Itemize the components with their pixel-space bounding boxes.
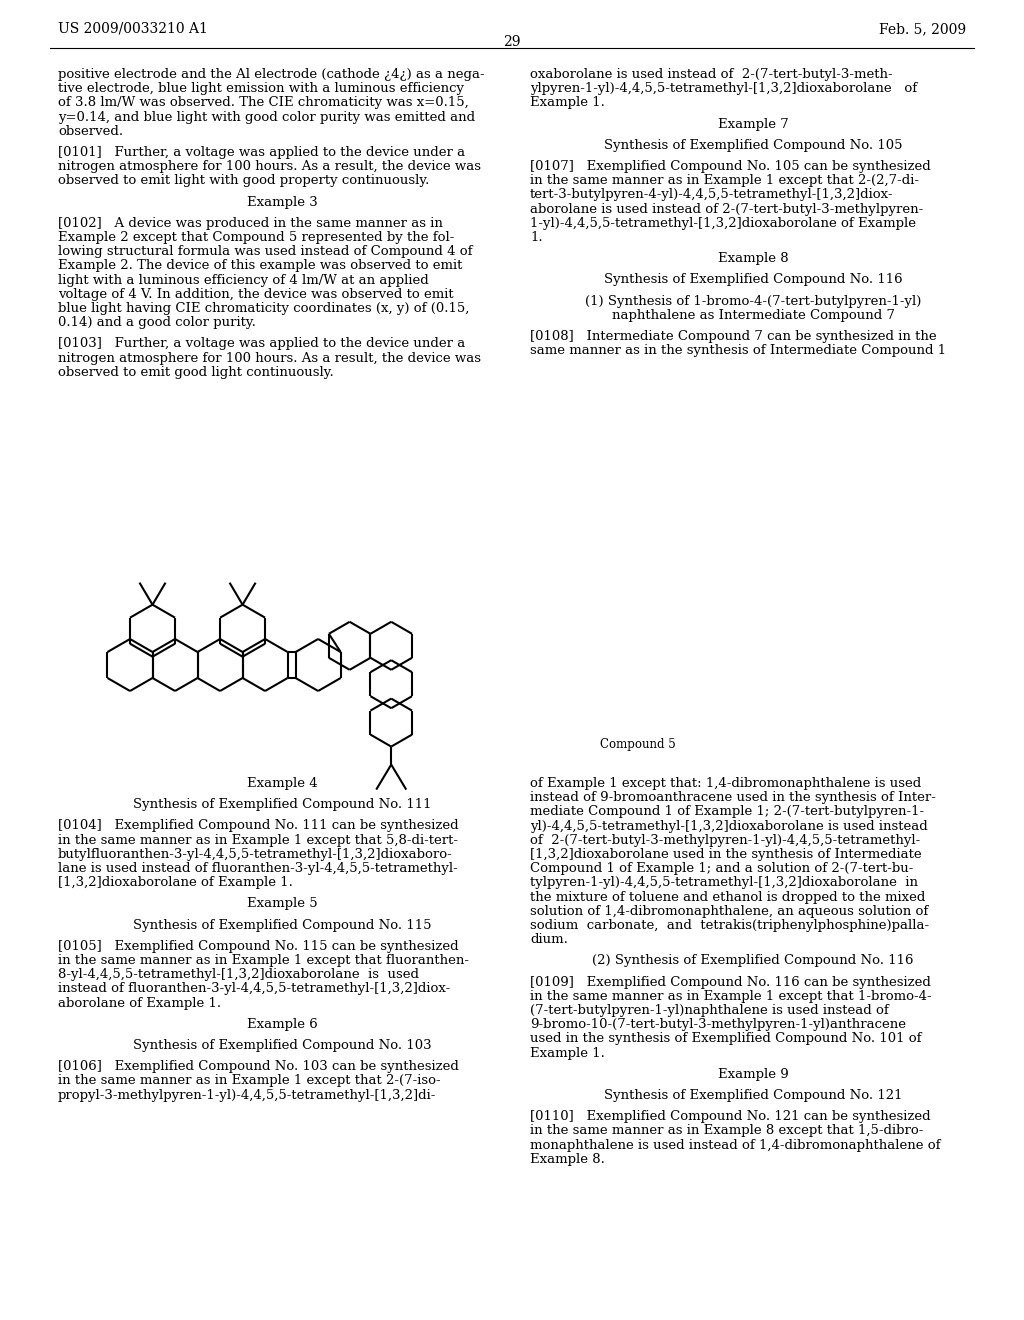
Text: in the same manner as in Example 1 except that fluoranthen-: in the same manner as in Example 1 excep… bbox=[58, 954, 469, 968]
Text: 8-yl-4,4,5,5-tetramethyl-[1,3,2]dioxaborolane  is  used: 8-yl-4,4,5,5-tetramethyl-[1,3,2]dioxabor… bbox=[58, 968, 419, 981]
Text: in the same manner as in Example 1 except that 1-bromo-4-: in the same manner as in Example 1 excep… bbox=[530, 990, 932, 1003]
Text: Example 1.: Example 1. bbox=[530, 96, 605, 110]
Text: [1,3,2]dioxaborolane of Example 1.: [1,3,2]dioxaborolane of Example 1. bbox=[58, 876, 293, 890]
Text: 1-yl)-4,4,5,5-tetramethyl-[1,3,2]dioxaborolane of Example: 1-yl)-4,4,5,5-tetramethyl-[1,3,2]dioxabo… bbox=[530, 216, 916, 230]
Text: y=0.14, and blue light with good color purity was emitted and: y=0.14, and blue light with good color p… bbox=[58, 111, 475, 124]
Text: tylpyren-1-yl)-4,4,5,5-tetramethyl-[1,3,2]dioxaborolane  in: tylpyren-1-yl)-4,4,5,5-tetramethyl-[1,3,… bbox=[530, 876, 918, 890]
Text: solution of 1,4-dibromonaphthalene, an aqueous solution of: solution of 1,4-dibromonaphthalene, an a… bbox=[530, 904, 928, 917]
Text: blue light having CIE chromaticity coordinates (x, y) of (0.15,: blue light having CIE chromaticity coord… bbox=[58, 302, 469, 315]
Text: [0104]   Exemplified Compound No. 111 can be synthesized: [0104] Exemplified Compound No. 111 can … bbox=[58, 820, 459, 833]
Text: propyl-3-methylpyren-1-yl)-4,4,5,5-tetramethyl-[1,3,2]di-: propyl-3-methylpyren-1-yl)-4,4,5,5-tetra… bbox=[58, 1089, 436, 1102]
Text: observed to emit good light continuously.: observed to emit good light continuously… bbox=[58, 366, 334, 379]
Text: mediate Compound 1 of Example 1; 2-(7-tert-butylpyren-1-: mediate Compound 1 of Example 1; 2-(7-te… bbox=[530, 805, 924, 818]
Text: yl)-4,4,5,5-tetramethyl-[1,3,2]dioxaborolane is used instead: yl)-4,4,5,5-tetramethyl-[1,3,2]dioxaboro… bbox=[530, 820, 928, 833]
Text: nitrogen atmosphere for 100 hours. As a result, the device was: nitrogen atmosphere for 100 hours. As a … bbox=[58, 160, 481, 173]
Text: positive electrode and the Al electrode (cathode ¿4¿) as a nega-: positive electrode and the Al electrode … bbox=[58, 69, 484, 81]
Text: same manner as in the synthesis of Intermediate Compound 1: same manner as in the synthesis of Inter… bbox=[530, 345, 946, 358]
Text: dium.: dium. bbox=[530, 933, 568, 946]
Text: monaphthalene is used instead of 1,4-dibromonaphthalene of: monaphthalene is used instead of 1,4-dib… bbox=[530, 1139, 940, 1151]
Text: [0106]   Exemplified Compound No. 103 can be synthesized: [0106] Exemplified Compound No. 103 can … bbox=[58, 1060, 459, 1073]
Text: naphthalene as Intermediate Compound 7: naphthalene as Intermediate Compound 7 bbox=[611, 309, 895, 322]
Text: [0109]   Exemplified Compound No. 116 can be synthesized: [0109] Exemplified Compound No. 116 can … bbox=[530, 975, 931, 989]
Text: used in the synthesis of Exemplified Compound No. 101 of: used in the synthesis of Exemplified Com… bbox=[530, 1032, 922, 1045]
Text: [0102]   A device was produced in the same manner as in: [0102] A device was produced in the same… bbox=[58, 216, 442, 230]
Text: (1) Synthesis of 1-bromo-4-(7-tert-butylpyren-1-yl): (1) Synthesis of 1-bromo-4-(7-tert-butyl… bbox=[585, 294, 922, 308]
Text: Compound 1 of Example 1; and a solution of 2-(7-tert-bu-: Compound 1 of Example 1; and a solution … bbox=[530, 862, 913, 875]
Text: US 2009/0033210 A1: US 2009/0033210 A1 bbox=[58, 22, 208, 36]
Text: instead of 9-bromoanthracene used in the synthesis of Inter-: instead of 9-bromoanthracene used in the… bbox=[530, 791, 936, 804]
Text: butylfluoranthen-3-yl-4,4,5,5-tetramethyl-[1,3,2]dioxaboro-: butylfluoranthen-3-yl-4,4,5,5-tetramethy… bbox=[58, 847, 453, 861]
Text: tive electrode, blue light emission with a luminous efficiency: tive electrode, blue light emission with… bbox=[58, 82, 464, 95]
Text: sodium  carbonate,  and  tetrakis(triphenylphosphine)palla-: sodium carbonate, and tetrakis(triphenyl… bbox=[530, 919, 929, 932]
Text: aborolane is used instead of 2-(7-tert-butyl-3-methylpyren-: aborolane is used instead of 2-(7-tert-b… bbox=[530, 202, 924, 215]
Text: observed to emit light with good property continuously.: observed to emit light with good propert… bbox=[58, 174, 429, 187]
Text: 29: 29 bbox=[503, 36, 521, 49]
Text: Feb. 5, 2009: Feb. 5, 2009 bbox=[879, 22, 966, 36]
Text: Compound 5: Compound 5 bbox=[600, 738, 676, 751]
Text: (2) Synthesis of Exemplified Compound No. 116: (2) Synthesis of Exemplified Compound No… bbox=[592, 954, 913, 968]
Text: Synthesis of Exemplified Compound No. 105: Synthesis of Exemplified Compound No. 10… bbox=[604, 139, 902, 152]
Text: [0101]   Further, a voltage was applied to the device under a: [0101] Further, a voltage was applied to… bbox=[58, 147, 465, 158]
Text: in the same manner as in Example 1 except that 5,8-di-tert-: in the same manner as in Example 1 excep… bbox=[58, 834, 458, 846]
Text: Synthesis of Exemplified Compound No. 111: Synthesis of Exemplified Compound No. 11… bbox=[133, 799, 431, 812]
Text: Example 8.: Example 8. bbox=[530, 1152, 605, 1166]
Text: [0108]   Intermediate Compound 7 can be synthesized in the: [0108] Intermediate Compound 7 can be sy… bbox=[530, 330, 937, 343]
Text: [0105]   Exemplified Compound No. 115 can be synthesized: [0105] Exemplified Compound No. 115 can … bbox=[58, 940, 459, 953]
Text: tert-3-butylpyren-4-yl)-4,4,5,5-tetramethyl-[1,3,2]diox-: tert-3-butylpyren-4-yl)-4,4,5,5-tetramet… bbox=[530, 189, 894, 202]
Text: Synthesis of Exemplified Compound No. 116: Synthesis of Exemplified Compound No. 11… bbox=[604, 273, 902, 286]
Text: (7-tert-butylpyren-1-yl)naphthalene is used instead of: (7-tert-butylpyren-1-yl)naphthalene is u… bbox=[530, 1005, 889, 1016]
Text: [0103]   Further, a voltage was applied to the device under a: [0103] Further, a voltage was applied to… bbox=[58, 338, 465, 350]
Text: Example 9: Example 9 bbox=[718, 1068, 788, 1081]
Text: 0.14) and a good color purity.: 0.14) and a good color purity. bbox=[58, 317, 256, 329]
Text: [0110]   Exemplified Compound No. 121 can be synthesized: [0110] Exemplified Compound No. 121 can … bbox=[530, 1110, 931, 1123]
Text: Example 7: Example 7 bbox=[718, 117, 788, 131]
Text: oxaborolane is used instead of  2-(7-tert-butyl-3-meth-: oxaborolane is used instead of 2-(7-tert… bbox=[530, 69, 893, 81]
Text: voltage of 4 V. In addition, the device was observed to emit: voltage of 4 V. In addition, the device … bbox=[58, 288, 454, 301]
Text: light with a luminous efficiency of 4 lm/W at an applied: light with a luminous efficiency of 4 lm… bbox=[58, 273, 429, 286]
Text: in the same manner as in Example 1 except that 2-(2,7-di-: in the same manner as in Example 1 excep… bbox=[530, 174, 919, 187]
Text: Example 4: Example 4 bbox=[247, 777, 317, 789]
Text: instead of fluoranthen-3-yl-4,4,5,5-tetramethyl-[1,3,2]diox-: instead of fluoranthen-3-yl-4,4,5,5-tetr… bbox=[58, 982, 451, 995]
Text: Example 6: Example 6 bbox=[247, 1018, 317, 1031]
Text: lowing structural formula was used instead of Compound 4 of: lowing structural formula was used inste… bbox=[58, 246, 472, 259]
Text: 9-bromo-10-(7-tert-butyl-3-methylpyren-1-yl)anthracene: 9-bromo-10-(7-tert-butyl-3-methylpyren-1… bbox=[530, 1018, 906, 1031]
Text: ylpyren-1-yl)-4,4,5,5-tetramethyl-[1,3,2]dioxaborolane   of: ylpyren-1-yl)-4,4,5,5-tetramethyl-[1,3,2… bbox=[530, 82, 918, 95]
Text: Example 2 except that Compound 5 represented by the fol-: Example 2 except that Compound 5 represe… bbox=[58, 231, 455, 244]
Text: Synthesis of Exemplified Compound No. 115: Synthesis of Exemplified Compound No. 11… bbox=[133, 919, 431, 932]
Text: Example 5: Example 5 bbox=[247, 898, 317, 911]
Text: in the same manner as in Example 1 except that 2-(7-iso-: in the same manner as in Example 1 excep… bbox=[58, 1074, 440, 1088]
Text: 1.: 1. bbox=[530, 231, 543, 244]
Text: Example 8: Example 8 bbox=[718, 252, 788, 265]
Text: of Example 1 except that: 1,4-dibromonaphthalene is used: of Example 1 except that: 1,4-dibromonap… bbox=[530, 777, 922, 789]
Text: nitrogen atmosphere for 100 hours. As a result, the device was: nitrogen atmosphere for 100 hours. As a … bbox=[58, 351, 481, 364]
Text: Example 3: Example 3 bbox=[247, 195, 317, 209]
Text: aborolane of Example 1.: aborolane of Example 1. bbox=[58, 997, 221, 1010]
Text: Synthesis of Exemplified Compound No. 103: Synthesis of Exemplified Compound No. 10… bbox=[133, 1039, 431, 1052]
Text: lane is used instead of fluoranthen-3-yl-4,4,5,5-tetramethyl-: lane is used instead of fluoranthen-3-yl… bbox=[58, 862, 458, 875]
Text: in the same manner as in Example 8 except that 1,5-dibro-: in the same manner as in Example 8 excep… bbox=[530, 1125, 924, 1138]
Text: [1,3,2]dioxaborolane used in the synthesis of Intermediate: [1,3,2]dioxaborolane used in the synthes… bbox=[530, 847, 922, 861]
Text: of 3.8 lm/W was observed. The CIE chromaticity was x=0.15,: of 3.8 lm/W was observed. The CIE chroma… bbox=[58, 96, 469, 110]
Text: the mixture of toluene and ethanol is dropped to the mixed: the mixture of toluene and ethanol is dr… bbox=[530, 891, 926, 904]
Text: of  2-(7-tert-butyl-3-methylpyren-1-yl)-4,4,5,5-tetramethyl-: of 2-(7-tert-butyl-3-methylpyren-1-yl)-4… bbox=[530, 834, 921, 847]
Text: Example 2. The device of this example was observed to emit: Example 2. The device of this example wa… bbox=[58, 260, 463, 272]
Text: [0107]   Exemplified Compound No. 105 can be synthesized: [0107] Exemplified Compound No. 105 can … bbox=[530, 160, 931, 173]
Text: Synthesis of Exemplified Compound No. 121: Synthesis of Exemplified Compound No. 12… bbox=[604, 1089, 902, 1102]
Text: Example 1.: Example 1. bbox=[530, 1047, 605, 1060]
Text: observed.: observed. bbox=[58, 125, 123, 137]
